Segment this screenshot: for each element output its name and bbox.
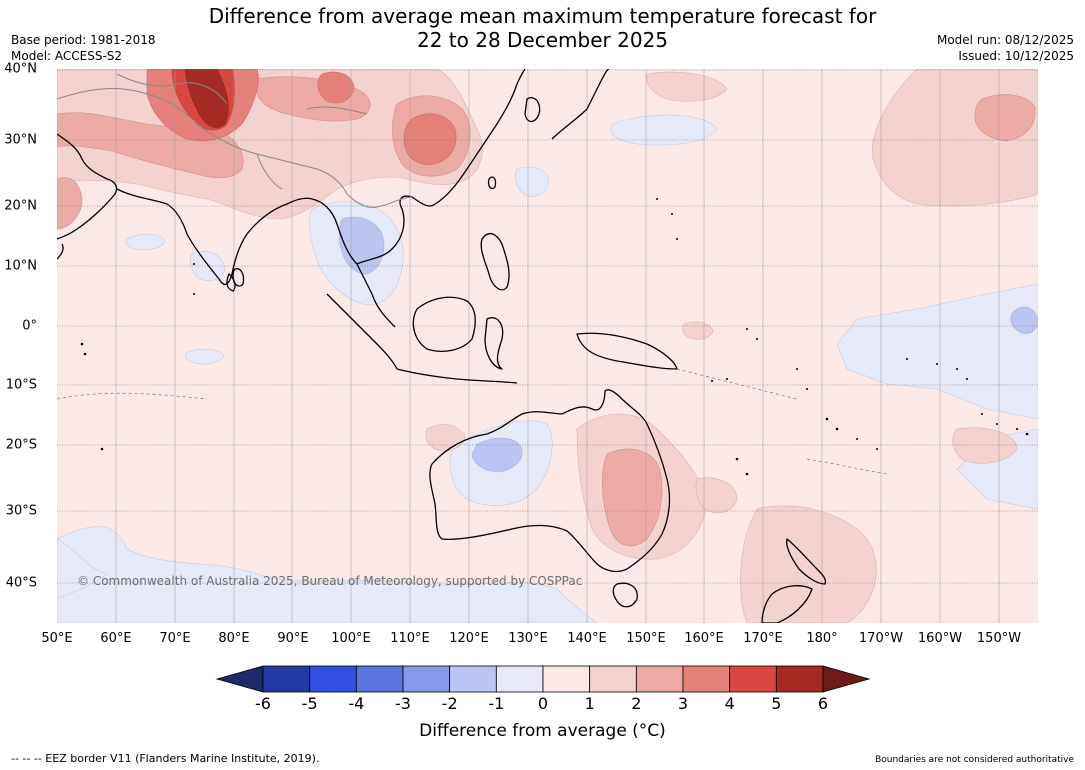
lat-label-40S: 40°S — [5, 575, 37, 591]
anomaly-warm-australia-core — [602, 448, 663, 547]
lat-label-30N: 30°N — [4, 132, 37, 148]
lon-label-70E: 70°E — [159, 631, 191, 646]
anomaly-warm-west-asia — [57, 177, 83, 230]
colorbar-cell — [262, 665, 311, 693]
map-panel — [57, 69, 1038, 623]
lon-label-80E: 80°E — [218, 631, 250, 646]
lat-label-30S: 30°S — [5, 503, 37, 519]
anomaly-warm-north-pacific-east-core — [974, 94, 1036, 142]
anomaly-cool-mid-pacific-deep — [1010, 306, 1038, 334]
colorbar-cell — [309, 665, 357, 693]
colorbar-tick-label: -4 — [348, 694, 365, 713]
colorbar-tick-label: 0 — [537, 694, 549, 713]
colorbar-tick-label: 2 — [631, 694, 642, 713]
lon-label-160E: 160°E — [684, 631, 724, 646]
lon-label-120E: 120°E — [449, 631, 489, 646]
lon-label-110E: 110°E — [390, 631, 430, 646]
lon-label-170W: 170°W — [858, 631, 904, 646]
anomaly-warm-tasman — [695, 477, 738, 514]
lon-label-90E: 90°E — [277, 631, 309, 646]
lon-label-150W: 150°W — [976, 631, 1022, 646]
gridlines — [115, 69, 1000, 623]
colorbar-tick-label: 4 — [724, 694, 735, 713]
colorbar-under-arrow — [215, 665, 264, 693]
base-period: Base period: 1981-2018 — [11, 33, 156, 47]
model-name: Model: ACCESS-S2 — [11, 49, 123, 63]
country-borders — [57, 73, 413, 208]
lon-label-140E: 140°E — [567, 631, 607, 646]
lat-label-10S: 10°S — [5, 377, 37, 393]
colorbar-tick-label: 6 — [817, 694, 829, 713]
title-line-1: Difference from average mean maximum tem… — [208, 4, 877, 28]
footer-eez-note: -- -- -- EEZ border V11 (Flanders Marine… — [11, 752, 320, 765]
anomaly-warm-china-core — [403, 113, 457, 165]
chart-title: Difference from average mean maximum tem… — [0, 4, 1085, 52]
colorbar-label: Difference from average (°C) — [419, 721, 666, 741]
lat-label-40N: 40°N — [4, 61, 37, 77]
colorbar-cell — [402, 665, 451, 693]
colorbar-tick-label: 3 — [677, 694, 689, 713]
lon-label-170E: 170°E — [743, 631, 783, 646]
colorbar-cell — [589, 665, 637, 693]
meta-right: Model run: 08/12/2025 Issued: 10/12/2025 — [937, 32, 1074, 64]
colorbar-tick-label: -3 — [395, 694, 411, 713]
lon-label-150E: 150°E — [626, 631, 666, 646]
anomaly-warm-mongolia — [317, 71, 355, 104]
colorbar-tick-label: -6 — [255, 694, 271, 713]
model-run: Model run: 08/12/2025 — [936, 33, 1074, 47]
colorbar-tick-label: 5 — [771, 694, 782, 713]
issued-date: Issued: 10/12/2025 — [958, 49, 1074, 63]
anomaly-cool-north-pacific — [610, 114, 718, 146]
colorbar-over-arrow — [822, 665, 871, 693]
map-svg — [57, 69, 1038, 623]
anomaly-cool-indochina — [339, 216, 385, 275]
title-line-2: 22 to 28 December 2025 — [416, 28, 668, 52]
lon-label-100E: 100°E — [331, 631, 371, 646]
colorbar-cell — [495, 665, 544, 693]
coastlines — [57, 69, 827, 623]
colorbar-cell — [355, 665, 404, 693]
lon-label-60E: 60°E — [100, 631, 132, 646]
lat-label-10N: 10°N — [4, 258, 37, 274]
lat-label-20N: 20°N — [4, 198, 37, 214]
lon-label-50E: 50°E — [41, 631, 73, 646]
lon-label-180: 180° — [806, 631, 838, 646]
meta-left: Base period: 1981-2018 Model: ACCESS-S2 — [11, 32, 156, 64]
colorbar-cell — [682, 665, 731, 693]
colorbar-tick-label: -1 — [488, 694, 505, 713]
lat-label-0: 0° — [22, 318, 37, 334]
colorbar-cell — [729, 665, 777, 693]
lat-gridlines — [57, 69, 1038, 584]
anomaly-cool-arabian-sea — [125, 233, 166, 251]
map-copyright: © Commonwealth of Australia 2025, Bureau… — [77, 574, 583, 588]
lon-label-160W: 160°W — [917, 631, 963, 646]
anomaly-warm-north-pacific-2 — [646, 71, 728, 102]
colorbar-cell — [775, 665, 824, 693]
colorbar-tick-label: 1 — [584, 694, 595, 713]
colorbar-cell — [635, 665, 684, 693]
lat-label-20S: 20°S — [5, 437, 37, 453]
anomaly-cool-southwest — [57, 538, 108, 600]
anomaly-warm-south-indian — [952, 427, 1018, 464]
footer-boundaries-note: Boundaries are not considered authoritat… — [875, 755, 1074, 765]
lon-label-130E: 130°E — [508, 631, 548, 646]
colorbar-tick-label: -2 — [441, 694, 458, 713]
colorbar — [215, 665, 871, 693]
colorbar-cells — [262, 665, 824, 693]
anomaly-cool-south-ocean — [57, 526, 598, 623]
anomaly-cool-equatorial-indian — [185, 348, 225, 365]
colorbar-cell — [449, 665, 497, 693]
colorbar-tick-label: -5 — [301, 694, 318, 713]
islands — [80, 198, 1029, 476]
anomaly-cool-west-pacific — [515, 166, 550, 197]
colorbar-cell — [542, 665, 591, 693]
anomaly-cool-west-australia-core — [471, 437, 523, 473]
eez-borders — [57, 368, 888, 475]
